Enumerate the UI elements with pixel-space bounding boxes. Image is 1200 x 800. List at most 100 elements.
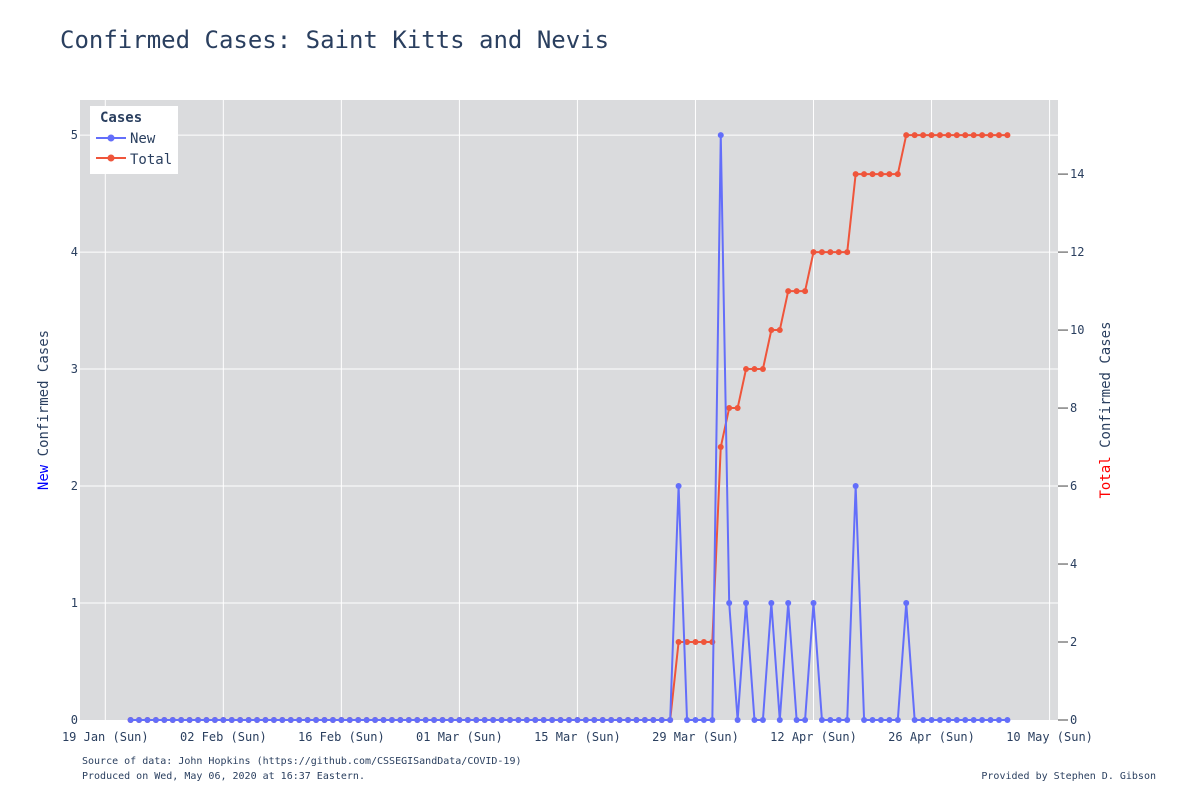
- data-point-total: [987, 132, 994, 139]
- data-point-new: [700, 717, 707, 723]
- data-point-new: [549, 717, 556, 723]
- plot-background: [80, 100, 1058, 720]
- data-point-new: [169, 717, 176, 723]
- data-point-new: [995, 717, 1002, 723]
- legend-label-new: New: [130, 131, 156, 147]
- data-point-total: [810, 249, 817, 256]
- data-point-new: [726, 600, 733, 607]
- data-point-total: [861, 171, 868, 178]
- data-point-new: [346, 717, 353, 723]
- y-left-tick-label: 2: [71, 479, 78, 493]
- data-point-new: [936, 717, 943, 723]
- data-point-total: [920, 132, 927, 139]
- legend-label-total: Total: [130, 152, 172, 168]
- data-point-new: [287, 717, 294, 723]
- data-point-new: [928, 717, 935, 723]
- data-point-new: [152, 717, 159, 723]
- data-point-total: [962, 132, 969, 139]
- y-left-tick-label: 3: [71, 362, 78, 376]
- data-point-total: [785, 288, 792, 295]
- x-tick-label: 29 Mar (Sun): [652, 730, 739, 744]
- data-point-new: [203, 717, 210, 723]
- data-point-new: [338, 717, 345, 723]
- data-point-new: [532, 717, 539, 723]
- data-point-total: [886, 171, 893, 178]
- legend-title: Cases: [100, 110, 142, 126]
- data-point-total: [979, 132, 986, 139]
- data-point-total: [684, 639, 691, 646]
- data-point-new: [178, 717, 185, 723]
- data-point-new: [776, 717, 783, 723]
- data-point-total: [953, 132, 960, 139]
- data-point-new: [355, 717, 362, 723]
- chart-title: Confirmed Cases: Saint Kitts and Nevis: [60, 26, 610, 54]
- data-point-new: [979, 717, 986, 723]
- data-point-new: [161, 717, 168, 723]
- data-point-new: [262, 717, 269, 723]
- data-point-new: [709, 717, 716, 723]
- data-point-new: [296, 717, 303, 723]
- data-point-new: [456, 717, 463, 723]
- data-point-total: [793, 288, 800, 295]
- y-right-tick-label: 8: [1070, 401, 1077, 415]
- data-point-new: [751, 717, 758, 723]
- data-point-new: [962, 717, 969, 723]
- data-point-new: [903, 600, 910, 607]
- data-point-new: [431, 717, 438, 723]
- data-point-total: [945, 132, 952, 139]
- data-point-new: [641, 717, 648, 723]
- data-point-new: [852, 483, 859, 490]
- data-point-total: [869, 171, 876, 178]
- data-point-new: [818, 717, 825, 723]
- data-point-new: [254, 717, 261, 723]
- axis-ticks: 19 Jan (Sun) 02 Feb (Sun) 16 Feb (Sun) 01 M…: [62, 128, 1093, 744]
- data-point-new: [439, 717, 446, 723]
- data-point-new: [743, 600, 750, 607]
- data-point-total: [903, 132, 910, 139]
- data-point-new: [557, 717, 564, 723]
- data-point-new: [136, 717, 143, 723]
- x-tick-label: 15 Mar (Sun): [534, 730, 621, 744]
- data-point-new: [582, 717, 589, 723]
- data-point-new: [329, 717, 336, 723]
- data-point-new: [650, 717, 657, 723]
- grid-lines: [80, 100, 1058, 720]
- data-point-total: [928, 132, 935, 139]
- data-point-total: [835, 249, 842, 256]
- data-point-new: [566, 717, 572, 723]
- legend-item-new[interactable]: New: [96, 131, 156, 147]
- y-right-tick-label: 2: [1070, 635, 1077, 649]
- data-point-new: [734, 717, 741, 723]
- x-tick-label: 19 Jan (Sun): [62, 730, 149, 744]
- footer-provided: Provided by Stephen D. Gibson: [981, 771, 1156, 782]
- data-point-new: [810, 600, 817, 607]
- data-point-new: [616, 717, 623, 723]
- data-point-new: [127, 717, 134, 723]
- y-right-tick-label: 0: [1070, 713, 1077, 727]
- data-point-new: [220, 717, 227, 723]
- data-point-new: [195, 717, 202, 723]
- data-point-new: [987, 717, 994, 723]
- legend-item-total[interactable]: Total: [96, 152, 172, 168]
- y-left-tick-label: 1: [71, 596, 78, 610]
- footer-produced: Produced on Wed, May 06, 2020 at 16:37 E…: [82, 771, 365, 782]
- footer-source: Source of data: John Hopkins (https://gi…: [82, 756, 522, 767]
- data-point-total: [877, 171, 884, 178]
- data-point-new: [886, 717, 893, 723]
- data-point-total: [751, 366, 758, 373]
- data-point-total: [818, 249, 825, 256]
- data-point-new: [911, 717, 918, 723]
- data-point-new: [675, 483, 682, 490]
- x-tick-label: 26 Apr (Sun): [888, 730, 975, 744]
- y-left-axis-title-rest: Confirmed Cases: [36, 330, 52, 465]
- data-point-new: [414, 717, 421, 723]
- data-point-new: [835, 717, 842, 723]
- y-right-tick-label: 12: [1070, 245, 1084, 259]
- data-point-new: [447, 717, 454, 723]
- data-point-new: [498, 717, 505, 723]
- x-tick-label: 16 Feb (Sun): [298, 730, 385, 744]
- data-point-total: [995, 132, 1002, 139]
- data-point-new: [515, 717, 522, 723]
- data-point-new: [970, 717, 977, 723]
- data-point-new: [844, 717, 851, 723]
